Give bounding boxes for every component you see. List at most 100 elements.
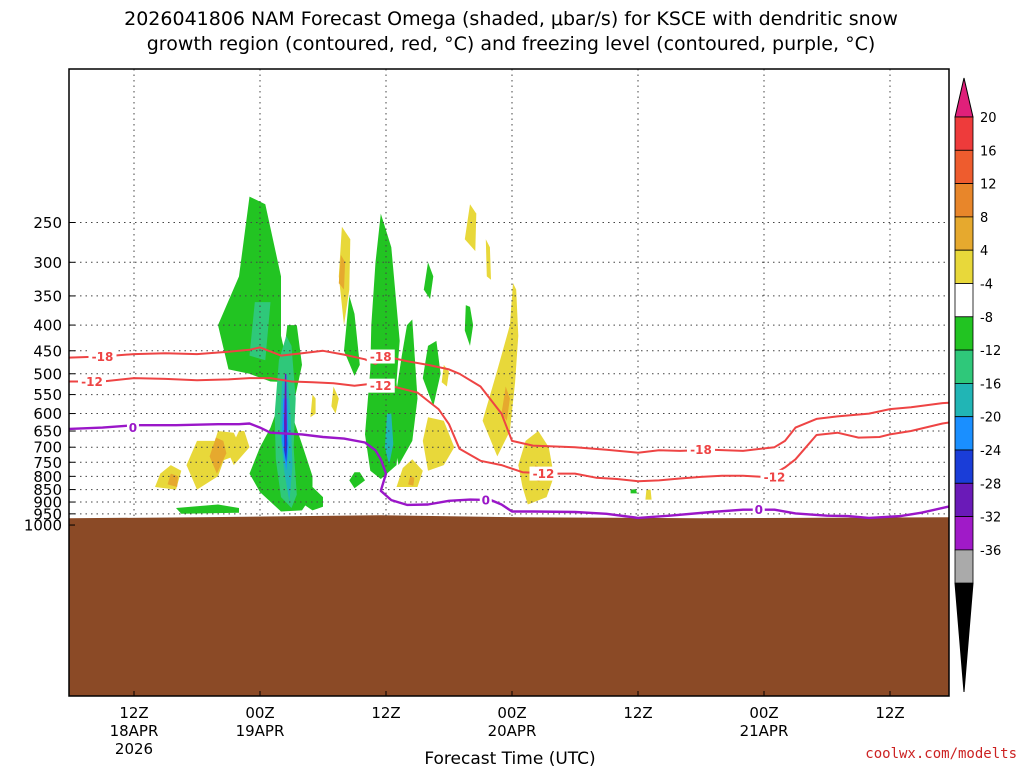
colorbar-segment-13 xyxy=(954,549,974,584)
colorbar-segment-6 xyxy=(954,316,974,351)
y-tick-label-1000: 1000 xyxy=(24,517,62,535)
y-tick-label-700: 700 xyxy=(33,439,62,457)
y-tick-label-400: 400 xyxy=(33,317,62,335)
omega-region-15 xyxy=(384,413,394,466)
x-tick-date-60: 21APR xyxy=(740,722,789,740)
series-label-bg-0-2 xyxy=(687,442,715,457)
omega-region-32 xyxy=(441,364,449,387)
y-tick-label-650: 650 xyxy=(33,423,62,441)
y-tick-label-500: 500 xyxy=(33,365,62,383)
colorbar-segment-5 xyxy=(954,283,974,318)
colorbar-label-11: -28 xyxy=(980,477,1001,492)
colorbar-bottom-arrow xyxy=(954,582,974,693)
y-tick-label-450: 450 xyxy=(33,342,62,360)
x-tick-label-12: 00Z xyxy=(245,704,274,722)
colorbar-segment-11 xyxy=(954,482,974,517)
series-label-1-1: -12 xyxy=(370,379,392,393)
y-tick-label-250: 250 xyxy=(33,214,62,232)
credit-text: coolwx.com/modelts xyxy=(865,746,1017,762)
omega-region-4 xyxy=(391,319,418,466)
omega-region-29 xyxy=(485,239,491,280)
series-label-bg-2-1 xyxy=(479,493,492,508)
colorbar-segment-12 xyxy=(954,516,974,551)
colorbar-label-12: -32 xyxy=(980,511,1001,526)
series-label-bg-1-1 xyxy=(366,378,395,393)
series-label-bg-2-2 xyxy=(752,502,765,517)
series-label-bg-0-0 xyxy=(88,349,117,364)
series-label-0-1: -18 xyxy=(370,350,392,364)
omega-region-11 xyxy=(630,489,637,494)
series-line-1 xyxy=(69,377,949,483)
x-tick-label-60: 00Z xyxy=(749,704,778,722)
omega-region-28 xyxy=(464,204,477,252)
colorbar-label-3: 8 xyxy=(980,211,988,226)
omega-shading xyxy=(69,196,949,696)
y-tick-label-950: 950 xyxy=(33,505,62,523)
y-tick-label-350: 350 xyxy=(33,287,62,305)
colorbar-label-10: -24 xyxy=(980,444,1001,459)
plot-area xyxy=(69,196,949,696)
colorbar-top-arrow xyxy=(954,77,974,118)
colorbar: 20 16 12 8 4 -4 -8 -12 -16 -20 -24 -28 -32 -36 xyxy=(954,77,1001,693)
series-line-0 xyxy=(69,346,949,454)
colorbar-label-6: -8 xyxy=(980,311,993,326)
y-tick-label-800: 800 xyxy=(33,468,62,486)
colorbar-label-5: -4 xyxy=(980,278,993,293)
colorbar-segment-7 xyxy=(954,349,974,384)
y-tick-label-850: 850 xyxy=(33,481,62,499)
colorbar-segment-0 xyxy=(954,116,974,151)
omega-region-26 xyxy=(422,417,455,471)
series-label-1-0: -12 xyxy=(81,375,103,389)
x-tick-year-0: 2026 xyxy=(115,740,153,758)
omega-region-33 xyxy=(645,489,652,500)
omega-region-22 xyxy=(228,431,250,466)
colorbar-label-4: 4 xyxy=(980,244,988,259)
x-tick-date-12: 19APR xyxy=(236,722,285,740)
omega-region-39 xyxy=(408,476,415,486)
colorbar-label-8: -16 xyxy=(980,377,1001,392)
series-label-2-1: 0 xyxy=(482,494,490,508)
chart-title-line-1: 2026041806 NAM Forecast Omega (shaded, μ… xyxy=(124,8,898,30)
y-tick-label-300: 300 xyxy=(33,254,62,272)
omega-region-10 xyxy=(349,472,365,489)
series-label-bg-0-1 xyxy=(366,349,395,364)
series-label-bg-1-0 xyxy=(78,374,106,389)
y-axis: 2503003504004505005506006507007508008509… xyxy=(24,214,75,535)
omega-region-3 xyxy=(365,213,400,479)
omega-region-37 xyxy=(501,386,510,421)
y-tick-label-750: 750 xyxy=(33,454,62,472)
colorbar-segment-3 xyxy=(954,216,974,251)
omega-region-0 xyxy=(218,196,292,383)
x-axis-title: Forecast Time (UTC) xyxy=(424,749,595,768)
series-label-2-0: 0 xyxy=(129,421,137,435)
series-label-2-2: 0 xyxy=(755,503,763,517)
colorbar-label-13: -36 xyxy=(980,544,1001,559)
colorbar-label-7: -12 xyxy=(980,344,1001,359)
series-line-2 xyxy=(69,422,949,520)
x-tick-date-36: 20APR xyxy=(488,722,537,740)
y-tick-label-600: 600 xyxy=(33,405,62,423)
omega-region-35 xyxy=(167,473,179,487)
colorbar-segment-4 xyxy=(954,249,974,284)
omega-region-36 xyxy=(338,254,346,290)
chart-title-line-2: growth region (contoured, red, °C) and f… xyxy=(147,33,876,55)
colorbar-segment-9 xyxy=(954,416,974,451)
omega-region-6 xyxy=(422,340,441,407)
omega-region-9 xyxy=(176,504,239,514)
plot-frame xyxy=(68,68,950,697)
x-tick-label-24: 12Z xyxy=(371,704,400,722)
series-label-bg-1-2 xyxy=(529,466,558,481)
series-label-0-2: -18 xyxy=(690,443,712,457)
colorbar-label-0: 20 xyxy=(980,111,997,126)
colorbar-label-2: 12 xyxy=(980,178,997,193)
colorbar-segment-8 xyxy=(954,382,974,418)
series-label-0-0: -18 xyxy=(92,350,114,364)
omega-region-23 xyxy=(310,394,316,418)
series-label-1-3: -12 xyxy=(764,470,786,484)
x-tick-label-36: 00Z xyxy=(497,704,526,722)
series-label-1-2: -12 xyxy=(533,467,555,481)
x-tick-label-72: 12Z xyxy=(875,704,904,722)
y-tick-label-900: 900 xyxy=(33,494,62,512)
